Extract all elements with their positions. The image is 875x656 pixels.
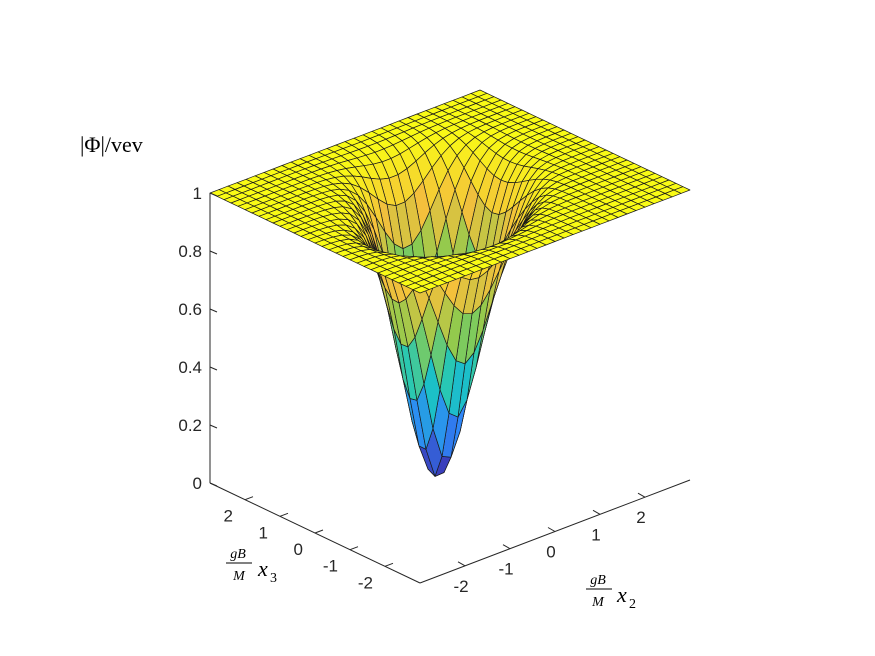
y-tick [349, 546, 359, 551]
y-tick-label: 0 [294, 540, 303, 559]
x-tick [502, 544, 511, 550]
y-tick-label: 2 [224, 507, 233, 526]
y-tick [244, 496, 254, 501]
x-tick-label: 0 [546, 543, 555, 562]
svg-text:M: M [591, 595, 605, 610]
z-tick [209, 424, 218, 429]
x-tick-label: -1 [498, 560, 513, 579]
svg-text:x: x [257, 556, 268, 581]
y-tick-label: -2 [358, 573, 373, 592]
x-tick-label: -2 [453, 577, 468, 596]
z-tick-label: 0.4 [178, 358, 202, 377]
surface-mesh [209, 89, 691, 477]
z-tick [209, 192, 218, 197]
x-tick-label: 2 [636, 508, 645, 527]
svg-text:x: x [616, 582, 627, 607]
y-tick [279, 512, 289, 517]
svg-text:2: 2 [629, 597, 636, 612]
z-tick [209, 250, 218, 255]
y-tick [314, 529, 324, 534]
y-axis-label: gB M x 3 [226, 547, 277, 586]
z-tick-label: 1 [193, 184, 202, 203]
x-tick [547, 527, 556, 532]
z-tick [209, 366, 218, 371]
svg-text:gB: gB [230, 547, 246, 562]
x-tick-label: 1 [591, 525, 600, 544]
surface-patch [412, 285, 430, 294]
y-tick-label: -1 [323, 557, 338, 576]
z-tick [209, 308, 218, 313]
x-tick [457, 561, 466, 567]
y-tick-label: 1 [259, 523, 268, 542]
z-tick-label: 0 [193, 474, 202, 493]
x-tick [592, 509, 601, 515]
y-tick [384, 562, 394, 567]
x-axis-label: gB M x 2 [586, 573, 636, 612]
z-tick-label: 0.6 [178, 300, 202, 319]
z-tick-label: 0.2 [178, 416, 202, 435]
x-tick [637, 492, 646, 498]
svg-text:3: 3 [270, 571, 277, 586]
tick-labels: 0 0.2 0.4 0.6 0.8 1 -2 -1 0 1 2 -2 -1 0 1 2 [178, 184, 645, 596]
z-tick [209, 482, 218, 487]
svg-text:M: M [232, 569, 246, 584]
z-tick-label: 0.8 [178, 242, 202, 261]
svg-text:gB: gB [590, 573, 606, 588]
z-axis-label: |Φ|/vev [80, 132, 143, 157]
